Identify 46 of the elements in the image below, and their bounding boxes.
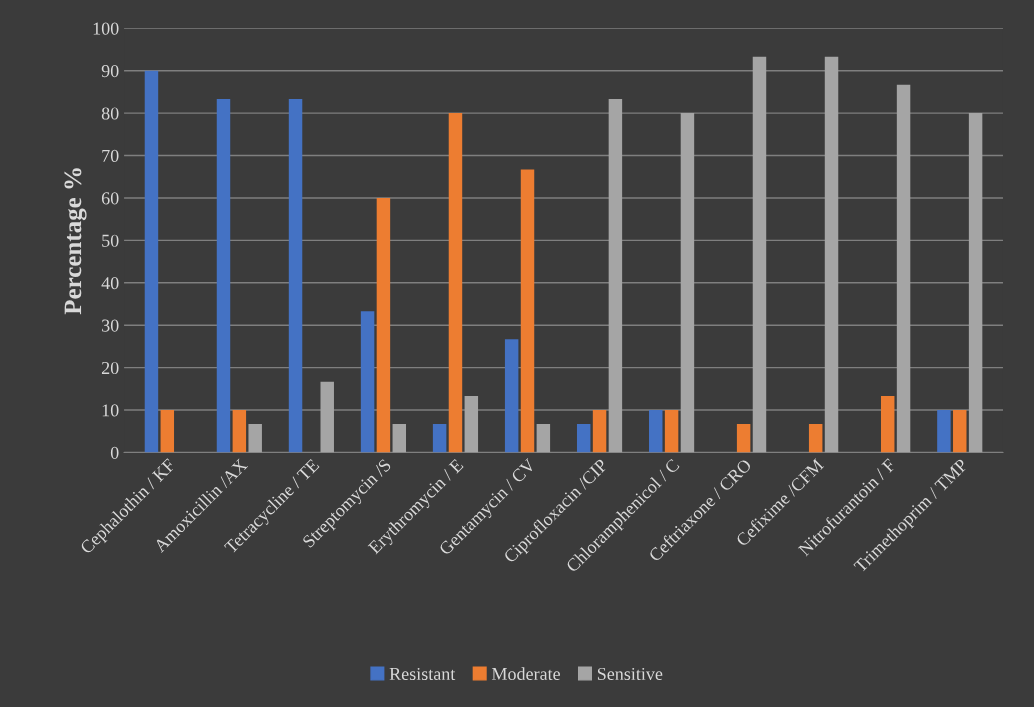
y-tick-label: 20 [101, 361, 119, 375]
y-tick-label: 0 [110, 446, 119, 459]
bar [520, 169, 535, 453]
y-tick-label: 60 [101, 192, 119, 205]
y-tick-label: 70 [102, 149, 119, 162]
bar [288, 99, 303, 453]
bar [649, 410, 663, 453]
bar [248, 424, 262, 453]
y-axis-title: Percentage % [64, 168, 87, 315]
y-tick-label: 40 [101, 277, 119, 290]
bar [448, 113, 463, 453]
bar [937, 410, 951, 453]
bar [736, 424, 751, 453]
bar [216, 99, 231, 453]
bar [752, 56, 767, 453]
bar [232, 410, 247, 453]
bar [392, 424, 407, 453]
bar [808, 424, 823, 453]
bar [376, 197, 391, 453]
legend-label: Resistant [389, 667, 456, 681]
y-tick-label: 80 [101, 107, 119, 120]
bar [953, 410, 967, 453]
bar [536, 424, 551, 453]
bar [504, 339, 519, 453]
bar [576, 424, 591, 453]
y-tick-label: 100 [93, 22, 119, 35]
bar [968, 113, 983, 453]
bar [664, 410, 679, 453]
bar [144, 70, 159, 453]
bar [880, 396, 895, 453]
legend-label: Moderate [491, 667, 560, 681]
legend-label: Sensitive [597, 667, 663, 681]
y-tick-label: 30 [102, 319, 119, 332]
bar [896, 84, 911, 453]
bar [464, 396, 479, 453]
bar [320, 381, 334, 453]
bar [824, 56, 839, 453]
bar [432, 424, 447, 453]
y-tick-label: 90 [101, 64, 119, 78]
bar [160, 410, 175, 453]
bar [360, 311, 375, 453]
y-tick-label: 10 [102, 404, 119, 417]
y-tick-label: 50 [102, 234, 119, 247]
bar [608, 99, 623, 453]
bar [680, 113, 695, 453]
bar [592, 410, 607, 453]
